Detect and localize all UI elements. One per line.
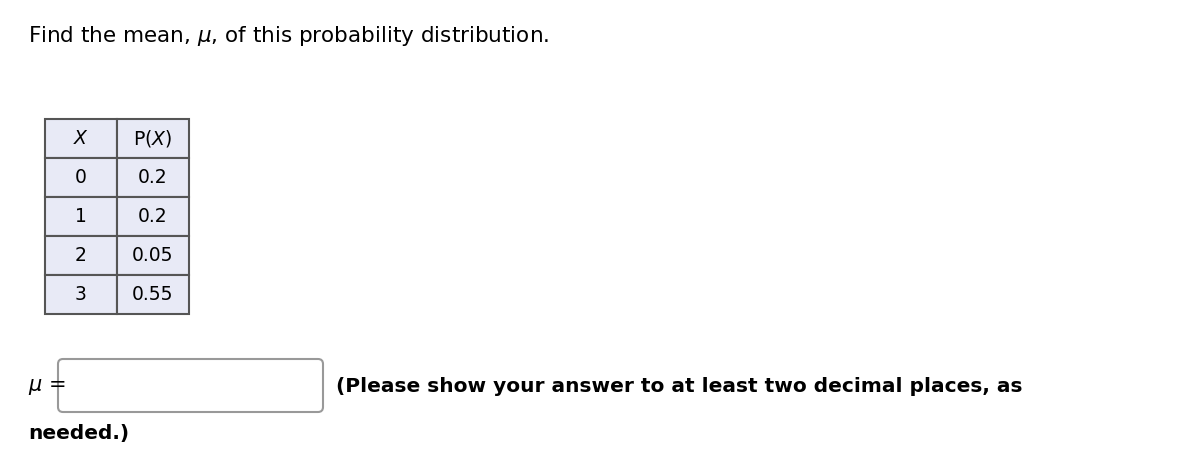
Text: 0.2: 0.2 — [138, 207, 168, 226]
Text: Find the mean, $\mu$, of this probability distribution.: Find the mean, $\mu$, of this probabilit… — [28, 24, 550, 48]
Text: needed.): needed.) — [28, 425, 130, 443]
Bar — [46, 236, 118, 275]
Bar — [46, 197, 118, 236]
Bar — [46, 158, 118, 197]
Text: 3: 3 — [76, 285, 86, 304]
Bar — [118, 197, 190, 236]
FancyBboxPatch shape — [58, 359, 323, 412]
Bar — [46, 275, 118, 314]
Text: 1: 1 — [76, 207, 86, 226]
Bar — [118, 158, 190, 197]
Text: $\it{X}$: $\it{X}$ — [73, 129, 89, 148]
Bar — [118, 275, 190, 314]
Bar — [118, 119, 190, 158]
Text: 0.05: 0.05 — [132, 246, 174, 265]
Text: P($\it{X}$): P($\it{X}$) — [133, 128, 173, 149]
Text: 0.2: 0.2 — [138, 168, 168, 187]
Bar — [118, 236, 190, 275]
Text: 0.55: 0.55 — [132, 285, 174, 304]
Text: (Please show your answer to at least two decimal places, as: (Please show your answer to at least two… — [336, 377, 1022, 397]
Text: $\mu$ =: $\mu$ = — [28, 377, 66, 397]
Text: 0: 0 — [76, 168, 86, 187]
Text: 2: 2 — [76, 246, 86, 265]
Bar — [46, 119, 118, 158]
